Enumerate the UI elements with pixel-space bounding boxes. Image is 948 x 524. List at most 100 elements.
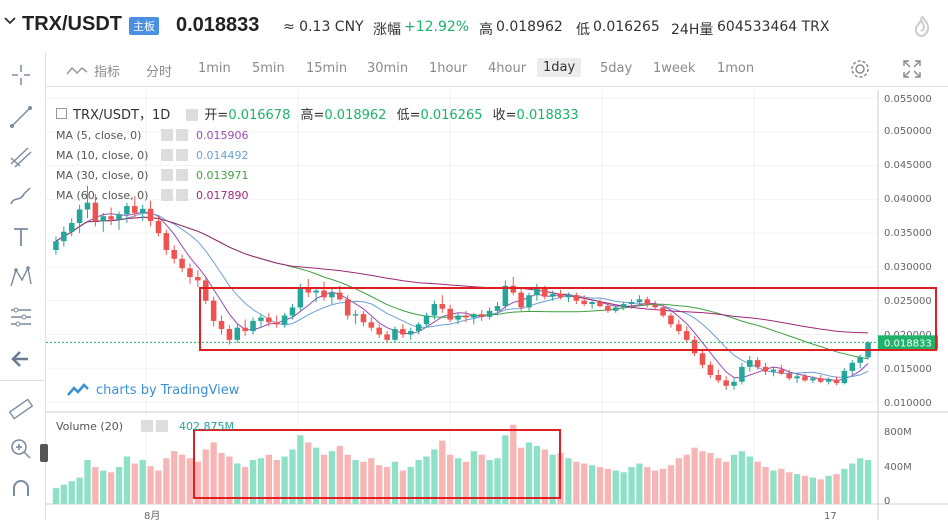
volume-bar xyxy=(84,460,91,504)
close-icon[interactable] xyxy=(176,149,188,161)
volume-bar xyxy=(249,460,257,504)
pitchfork-icon[interactable] xyxy=(6,144,36,170)
volume-bar xyxy=(407,467,414,504)
volume-bar xyxy=(336,445,343,504)
settings-icon[interactable] xyxy=(161,149,173,161)
volume-bar xyxy=(510,424,517,504)
tf-30min[interactable]: 30min xyxy=(367,61,409,76)
candle-body xyxy=(84,202,91,210)
zoom-in-icon[interactable] xyxy=(6,436,36,462)
candle-body xyxy=(250,320,256,332)
volume-bar xyxy=(100,470,107,504)
flame-icon[interactable] xyxy=(912,14,932,38)
low-value: 0.016265 xyxy=(593,19,660,35)
close-icon[interactable] xyxy=(176,129,188,141)
gear-icon[interactable] xyxy=(849,58,871,84)
candle-body xyxy=(715,374,722,381)
candle-body xyxy=(825,379,832,382)
tf-time[interactable]: 分时 xyxy=(146,65,173,80)
settings-icon[interactable] xyxy=(186,109,199,121)
collapse-icon[interactable] xyxy=(56,108,67,119)
ma-row[interactable]: MA (10, close, 0) 0.014492 xyxy=(56,146,249,166)
ma-value: 0.014492 xyxy=(196,149,249,162)
magnet-icon[interactable] xyxy=(6,476,36,502)
volume-bar xyxy=(360,461,367,504)
volume-bar xyxy=(581,463,588,504)
candle-body xyxy=(628,302,635,305)
ma-row[interactable]: MA (30, close, 0) 0.013971 xyxy=(56,166,249,186)
candle-body xyxy=(171,250,177,259)
crosshair-icon[interactable] xyxy=(6,62,36,88)
chevron-down-icon[interactable] xyxy=(4,14,16,30)
ma-row[interactable]: MA (5, close, 0) 0.015906 xyxy=(56,126,249,146)
volume-bar xyxy=(305,442,312,504)
wave-icon[interactable] xyxy=(66,62,88,81)
volume-bar xyxy=(478,454,485,504)
tf-5min[interactable]: 5min xyxy=(252,61,285,76)
candle-body xyxy=(699,353,706,365)
indicators-button[interactable]: 指标 xyxy=(94,65,121,80)
chart-panel[interactable]: 0.055000 0.050000 0.045000 0.040000 0.03… xyxy=(46,90,948,522)
candle-body xyxy=(620,304,627,308)
y-tick-label: 0.025000 xyxy=(884,296,932,307)
candle-body xyxy=(754,360,761,367)
candle-body xyxy=(849,362,856,371)
close-icon[interactable] xyxy=(155,420,168,432)
open-label: 开= xyxy=(204,108,229,123)
vol-tick-label: 800M xyxy=(884,427,912,438)
volume-bar xyxy=(502,435,509,504)
ma-label: MA (10, close, 0) xyxy=(56,149,149,162)
volume-value: 402.875M xyxy=(179,420,234,433)
tf-1mon[interactable]: 1mon xyxy=(717,61,755,76)
tf-1day[interactable]: 1day xyxy=(537,58,582,77)
tf-4hour[interactable]: 4hour xyxy=(488,61,527,76)
ma-row[interactable]: MA (60, close, 0) 0.017890 xyxy=(56,186,249,206)
volume-bar xyxy=(494,458,501,504)
candle-body xyxy=(132,206,138,213)
settings-icon[interactable] xyxy=(140,420,153,432)
collapse-handle[interactable] xyxy=(40,444,48,462)
trendline-icon[interactable] xyxy=(6,104,36,130)
fib-levels-icon[interactable] xyxy=(6,304,36,330)
tf-5day[interactable]: 5day xyxy=(600,61,633,76)
text-tool-icon[interactable] xyxy=(6,224,36,250)
vol-tick-label: 0 xyxy=(884,496,890,507)
pair-name[interactable]: TRX/USDT xyxy=(22,13,122,35)
pattern-icon[interactable] xyxy=(6,264,36,290)
candle-body xyxy=(707,364,714,375)
candle-body xyxy=(337,292,343,300)
candle-body xyxy=(786,373,792,379)
volume-bar xyxy=(289,449,296,504)
arrow-left-icon[interactable] xyxy=(6,346,36,372)
candle-body xyxy=(581,300,587,305)
ruler-icon[interactable] xyxy=(6,396,36,422)
candle-body xyxy=(266,317,272,323)
tf-15min[interactable]: 15min xyxy=(306,61,348,76)
candle-body xyxy=(770,369,777,372)
settings-icon[interactable] xyxy=(161,169,173,181)
candle-body xyxy=(447,308,453,320)
fullscreen-icon[interactable] xyxy=(902,59,922,83)
tf-1hour[interactable]: 1hour xyxy=(429,61,468,76)
price-chart[interactable]: 0.055000 0.050000 0.045000 0.040000 0.03… xyxy=(46,90,948,522)
candle-body xyxy=(258,317,264,321)
candle-body xyxy=(652,304,658,308)
settings-icon[interactable] xyxy=(161,189,173,201)
candle-body xyxy=(589,302,595,305)
x-tick-label: 8月 xyxy=(144,510,160,520)
last-price: 0.018833 xyxy=(176,14,260,36)
close-icon[interactable] xyxy=(176,169,188,181)
volume-bar xyxy=(517,447,525,504)
volume-bar xyxy=(281,456,288,504)
price-axis: 0.055000 0.050000 0.045000 0.040000 0.03… xyxy=(884,94,932,409)
candle-body xyxy=(762,366,769,372)
close-icon[interactable] xyxy=(176,189,188,201)
tf-1week[interactable]: 1week xyxy=(653,61,696,76)
low-label: 低= xyxy=(396,108,421,123)
settings-icon[interactable] xyxy=(161,129,173,141)
tf-1min[interactable]: 1min xyxy=(198,61,231,76)
candle-body xyxy=(676,324,682,332)
brush-icon[interactable] xyxy=(6,184,36,210)
volume-bar xyxy=(320,454,328,504)
volume-bar xyxy=(730,454,738,504)
